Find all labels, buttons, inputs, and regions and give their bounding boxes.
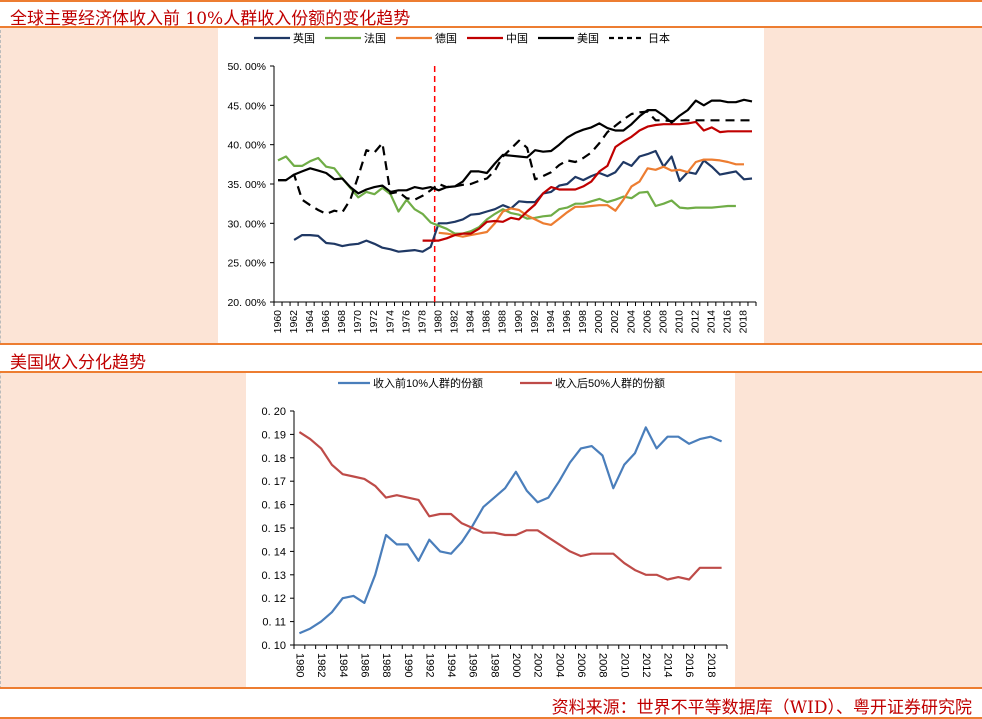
legend-label-1: 法国 xyxy=(364,31,386,45)
x-tick-label: 1996 xyxy=(561,310,573,334)
x-tick-label: 2000 xyxy=(593,310,605,334)
x-tick-label: 1980 xyxy=(294,653,306,677)
x-tick-label: 1990 xyxy=(513,310,525,334)
x-tick-label: 1982 xyxy=(315,653,327,677)
x-tick-label: 2012 xyxy=(690,310,702,334)
series-line-0 xyxy=(293,149,753,253)
x-tick-label: 1984 xyxy=(465,310,477,334)
footer-row: 资料来源：世界不平等数据库（WID）、粤开证券研究院 xyxy=(0,687,982,719)
series-line-1 xyxy=(277,155,736,235)
x-tick-label: 2008 xyxy=(597,653,609,677)
y-tick-label: 0. 18 xyxy=(262,453,286,465)
x-tick-label: 1992 xyxy=(529,310,541,334)
x-tick-label: 1980 xyxy=(432,310,444,334)
x-tick-label: 1994 xyxy=(445,653,457,677)
section2-header: 美国收入分化趋势 xyxy=(0,343,982,373)
x-tick-label: 1962 xyxy=(288,310,300,334)
chart2-area: 收入前10%人群的份额 收入后50%人群的份额 0. 10 0. 11 0. 12 0. … xyxy=(246,373,735,687)
y-tick-label: 20. 00% xyxy=(227,297,266,309)
x-tick-label: 2016 xyxy=(722,310,734,334)
x-tick-label: 2010 xyxy=(618,653,630,677)
y-tick-label: 25. 00% xyxy=(227,258,266,270)
chart2-svg: 收入前10%人群的份额 收入后50%人群的份额 0. 10 0. 11 0. 12 0. … xyxy=(262,376,728,677)
x-tick-label: 2014 xyxy=(706,310,718,334)
x-tick-label: 1966 xyxy=(320,310,332,334)
y-tick-label: 45. 00% xyxy=(227,100,266,112)
x-tick-label: 1998 xyxy=(488,653,500,677)
legend-label-3: 中国 xyxy=(506,32,528,45)
x-tick-label: 1990 xyxy=(402,653,414,677)
x-tick-label: 1986 xyxy=(481,310,493,334)
chart1-svg: 英国 法国 德国 中国 美国 日本 20. 00% 25. 00% 30. 00% 35. 00%… xyxy=(227,31,757,334)
x-tick-label: 1996 xyxy=(467,653,479,677)
x-tick-label: 2002 xyxy=(609,310,621,334)
x-tick-label: 2004 xyxy=(553,653,565,677)
y-tick-label: 50. 00% xyxy=(227,61,266,73)
y-tick-label: 0. 11 xyxy=(262,617,286,629)
y-tick-label: 0. 19 xyxy=(262,429,286,441)
section1-title: 全球主要经济体收入前 10%人群收入份额的变化趋势 xyxy=(10,9,411,29)
y-tick-label: 35. 00% xyxy=(227,179,266,191)
x-tick-label: 1988 xyxy=(380,653,392,677)
x-tick-label: 1986 xyxy=(358,653,370,677)
legend-label-4: 美国 xyxy=(577,32,599,45)
x-tick-label: 2014 xyxy=(662,653,674,677)
y-tick-label: 0. 12 xyxy=(262,593,286,605)
x-tick-label: 1972 xyxy=(368,310,380,334)
y-tick-label: 0. 15 xyxy=(262,523,286,535)
x-tick-label: 2018 xyxy=(738,310,750,334)
y-tick-label: 40. 00% xyxy=(227,140,266,152)
section2-title: 美国收入分化趋势 xyxy=(10,353,146,373)
y-tick-label: 0. 13 xyxy=(262,570,286,582)
source-note: 资料来源：世界不平等数据库（WID）、粤开证券研究院 xyxy=(551,698,972,718)
x-tick-label: 2012 xyxy=(640,653,652,677)
x-tick-label: 1970 xyxy=(352,310,364,334)
legend-label-0: 英国 xyxy=(293,31,315,45)
x-tick-label: 1960 xyxy=(272,310,284,334)
legend-label-1: 收入后50%人群的份额 xyxy=(555,376,665,390)
y-tick-label: 0. 14 xyxy=(262,546,286,558)
chart1-area: 英国 法国 德国 中国 美国 日本 20. 00% 25. 00% 30. 00% 35. 00%… xyxy=(218,28,764,343)
series-line-0 xyxy=(298,426,723,635)
x-tick-label: 1964 xyxy=(304,310,316,334)
x-tick-label: 2002 xyxy=(532,653,544,677)
y-tick-label: 0. 17 xyxy=(262,476,286,488)
legend-label-5: 日本 xyxy=(648,31,670,45)
series-line-1 xyxy=(298,431,722,581)
x-tick-label: 2018 xyxy=(705,653,717,677)
section1-header: 全球主要经济体收入前 10%人群收入份额的变化趋势 xyxy=(0,0,982,29)
x-tick-label: 1998 xyxy=(577,310,589,334)
x-tick-label: 1994 xyxy=(545,310,557,334)
y-tick-label: 0. 10 xyxy=(262,640,286,652)
x-tick-label: 1978 xyxy=(416,310,428,334)
x-tick-label: 2006 xyxy=(641,310,653,334)
x-tick-label: 2006 xyxy=(575,653,587,677)
x-tick-label: 1992 xyxy=(423,653,435,677)
y-tick-label: 0. 20 xyxy=(262,406,286,418)
series-line-5 xyxy=(278,110,752,215)
x-tick-label: 1968 xyxy=(336,310,348,334)
x-tick-label: 1974 xyxy=(384,310,396,334)
x-tick-label: 2016 xyxy=(683,653,695,677)
series-line-2 xyxy=(438,158,744,238)
x-tick-label: 1982 xyxy=(449,310,461,334)
x-tick-label: 2010 xyxy=(673,310,685,334)
legend-label-2: 德国 xyxy=(435,31,457,45)
x-tick-label: 2008 xyxy=(657,310,669,334)
series-line-3 xyxy=(422,120,752,242)
x-tick-label: 1984 xyxy=(337,653,349,677)
x-tick-label: 1988 xyxy=(497,310,509,334)
y-tick-label: 0. 16 xyxy=(262,500,286,512)
x-tick-label: 2000 xyxy=(510,653,522,677)
y-tick-label: 30. 00% xyxy=(227,218,266,230)
x-tick-label: 1976 xyxy=(400,310,412,334)
legend-label-0: 收入前10%人群的份额 xyxy=(373,376,483,390)
x-tick-label: 2004 xyxy=(625,310,637,334)
